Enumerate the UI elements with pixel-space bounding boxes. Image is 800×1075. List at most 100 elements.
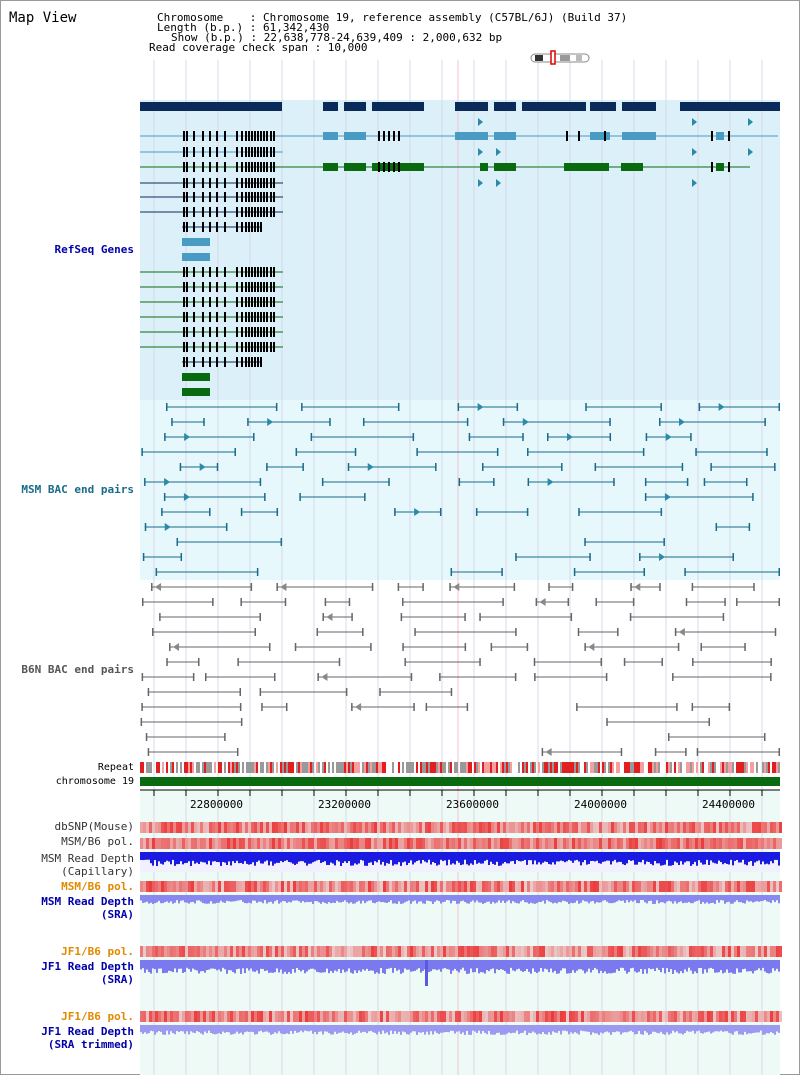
heat-cell bbox=[401, 1011, 404, 1022]
gene-exon-tick bbox=[236, 162, 238, 172]
heat-cell bbox=[491, 881, 494, 892]
heat-cell bbox=[554, 881, 557, 892]
depth-bar bbox=[522, 1025, 524, 1033]
bac-end bbox=[674, 628, 677, 636]
bac-end bbox=[275, 403, 278, 411]
depth-bar bbox=[428, 1025, 430, 1035]
depth-bar bbox=[244, 895, 246, 904]
bac-end bbox=[778, 403, 780, 411]
heat-cell bbox=[779, 838, 782, 849]
heat-cell bbox=[737, 822, 740, 833]
depth-bar bbox=[592, 895, 594, 901]
depth-bar bbox=[238, 852, 240, 864]
repeat-mark bbox=[538, 762, 540, 773]
strand-arrow bbox=[692, 118, 697, 126]
depth-bar bbox=[486, 895, 488, 902]
heat-cell bbox=[218, 881, 221, 892]
gene-exon-tick bbox=[254, 267, 256, 277]
repeat-mark bbox=[494, 762, 496, 773]
repeat-mark bbox=[456, 762, 458, 773]
depth-bar bbox=[254, 960, 256, 972]
heat-cell bbox=[698, 838, 701, 849]
depth-bar bbox=[410, 895, 412, 904]
depth-bar bbox=[542, 895, 544, 901]
depth-bar bbox=[662, 960, 664, 968]
repeat-mark bbox=[310, 762, 312, 773]
heat-cell bbox=[773, 946, 776, 957]
heat-cell bbox=[215, 881, 218, 892]
depth-bar bbox=[508, 960, 510, 974]
heat-cell bbox=[200, 946, 203, 957]
depth-bar bbox=[172, 960, 174, 973]
depth-bar bbox=[190, 960, 192, 972]
repeat-mark bbox=[598, 762, 600, 773]
repeat-mark bbox=[266, 762, 268, 773]
heat-cell bbox=[464, 881, 467, 892]
bac-end bbox=[414, 628, 416, 636]
heat-cell bbox=[701, 1011, 704, 1022]
heat-cell bbox=[737, 1011, 740, 1022]
depth-bar bbox=[198, 1025, 200, 1032]
heat-cell bbox=[515, 946, 518, 957]
depth-bar bbox=[684, 895, 686, 903]
depth-bar bbox=[204, 895, 206, 904]
heat-cell bbox=[311, 946, 314, 957]
depth-bar bbox=[524, 852, 526, 860]
depth-bar bbox=[604, 852, 606, 862]
repeat-mark bbox=[448, 762, 450, 773]
depth-bar bbox=[644, 852, 646, 865]
depth-bar bbox=[664, 895, 666, 904]
heat-cell bbox=[230, 822, 233, 833]
gene-exon-tick bbox=[183, 162, 185, 172]
depth-bar bbox=[174, 1025, 176, 1035]
heat-cell bbox=[746, 838, 749, 849]
gene-exon-tick bbox=[273, 162, 275, 172]
depth-bar bbox=[762, 1025, 764, 1035]
bac-arrow bbox=[718, 403, 725, 411]
heat-cell bbox=[374, 838, 377, 849]
heat-cell bbox=[485, 838, 488, 849]
depth-bar bbox=[566, 960, 568, 974]
heat-cell bbox=[521, 838, 524, 849]
bac-end bbox=[180, 553, 183, 561]
gene-exon-tick bbox=[254, 222, 256, 232]
depth-bar bbox=[578, 960, 580, 970]
repeat-mark bbox=[392, 762, 394, 773]
depth-bar bbox=[452, 1025, 454, 1031]
heat-cell bbox=[227, 946, 230, 957]
depth-bar bbox=[638, 852, 640, 862]
depth-bar bbox=[486, 852, 488, 860]
depth-bar bbox=[672, 960, 674, 974]
heat-cell bbox=[428, 1011, 431, 1022]
gene-exon-tick bbox=[263, 312, 265, 322]
label-b6n-bac[interactable]: B6N BAC end pairs bbox=[21, 663, 134, 676]
depth-bar bbox=[556, 852, 558, 862]
bac-end bbox=[770, 658, 772, 666]
depth-bar bbox=[342, 852, 344, 863]
depth-bar bbox=[480, 960, 482, 973]
label-refseq-genes[interactable]: RefSeq Genes bbox=[54, 243, 134, 256]
depth-bar bbox=[650, 895, 652, 901]
repeat-mark bbox=[370, 762, 372, 773]
heat-cell bbox=[443, 822, 446, 833]
strand-arrow bbox=[478, 148, 483, 156]
repeat-mark bbox=[568, 762, 570, 773]
depth-bar bbox=[738, 895, 740, 903]
bac-end bbox=[692, 658, 694, 666]
heat-cell bbox=[245, 1011, 248, 1022]
depth-bar bbox=[508, 895, 510, 901]
depth-bar bbox=[378, 1025, 380, 1032]
heat-cell bbox=[653, 838, 656, 849]
depth-bar bbox=[702, 895, 704, 902]
depth-bar bbox=[508, 1025, 510, 1033]
heat-cell bbox=[560, 838, 563, 849]
gene-exon-tick bbox=[193, 162, 195, 172]
depth-bar bbox=[774, 960, 776, 971]
repeat-mark bbox=[534, 762, 536, 773]
header-chromosome: Chromosome : Chromosome 19, reference as… bbox=[157, 11, 628, 24]
label-msm-bac[interactable]: MSM BAC end pairs bbox=[21, 483, 134, 496]
depth-bar bbox=[588, 895, 590, 904]
heat-cell bbox=[380, 1011, 383, 1022]
bac-end bbox=[147, 748, 150, 756]
